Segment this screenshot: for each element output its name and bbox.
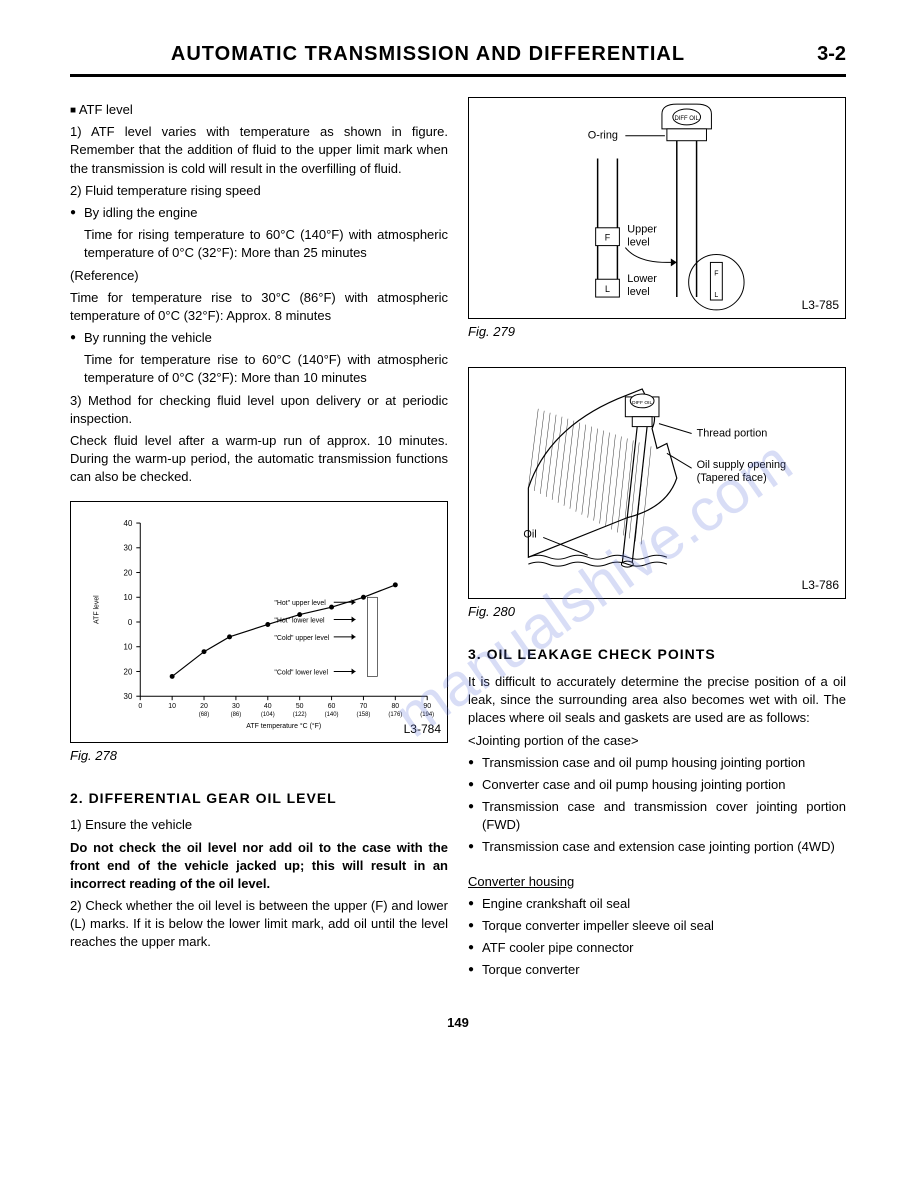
svg-text:20: 20: [124, 568, 133, 577]
svg-text:(176): (176): [388, 712, 402, 718]
bullet-idling: By idling the engine: [70, 204, 448, 222]
svg-text:"Hot" lower level: "Hot" lower level: [274, 617, 325, 624]
list-item: Transmission case and transmission cover…: [468, 798, 846, 834]
svg-text:90: 90: [423, 703, 431, 710]
bullet-running: By running the vehicle: [70, 329, 448, 347]
fig279-code: L3-785: [802, 297, 839, 314]
svg-text:0: 0: [138, 703, 142, 710]
list-item: Torque converter: [468, 961, 846, 979]
para-4: Check fluid level after a warm-up run of…: [70, 432, 448, 487]
fig280-code: L3-786: [802, 577, 839, 594]
svg-text:70: 70: [360, 703, 368, 710]
converter-list: Engine crankshaft oil seal Torque convert…: [468, 895, 846, 980]
chart-278: 40 30 20 10 0 10 20 30 0 10 20 (68) 30 (86) 40 (104) 50 (…: [71, 502, 447, 742]
sec2-step2: 2) Check whether the oil level is betwee…: [70, 897, 448, 952]
list-item: Torque converter impeller sleeve oil sea…: [468, 917, 846, 935]
section3-title: 3. OIL LEAKAGE CHECK POINTS: [468, 645, 846, 665]
converter-heading: Converter housing: [468, 873, 846, 891]
svg-text:Thread portion: Thread portion: [697, 428, 768, 440]
svg-text:Oil supply opening: Oil supply opening: [697, 459, 786, 471]
bullet-idling-text: Time for rising temperature to 60°C (140…: [70, 226, 448, 262]
svg-text:(Tapered face): (Tapered face): [697, 472, 767, 484]
header-page-ref: 3-2: [786, 40, 846, 68]
svg-text:L: L: [605, 284, 610, 294]
svg-text:40: 40: [124, 519, 133, 528]
fig279-box: DIFF OILO-ringFLUpperlevelLowerlevelFL L…: [468, 97, 846, 319]
joint-heading: <Jointing portion of the case>: [468, 732, 846, 750]
diagram-279: DIFF OILO-ringFLUpperlevelLowerlevelFL: [469, 98, 845, 318]
svg-text:10: 10: [168, 703, 176, 710]
list-item: ATF cooler pipe connector: [468, 939, 846, 957]
svg-text:level: level: [627, 286, 649, 298]
para-3: 3) Method for checking fluid level upon …: [70, 392, 448, 428]
svg-text:(194): (194): [420, 712, 434, 718]
svg-text:40: 40: [264, 703, 272, 710]
svg-text:50: 50: [296, 703, 304, 710]
svg-text:ATF temperature °C (°F): ATF temperature °C (°F): [246, 721, 321, 729]
svg-text:level: level: [627, 237, 649, 249]
fig280-box: DIFF OIL Thread portion Oil supply opening…: [468, 367, 846, 599]
reference-text: Time for temperature rise to 30°C (86°F)…: [70, 289, 448, 325]
para-2: 2) Fluid temperature rising speed: [70, 182, 448, 200]
svg-text:"Cold" upper level: "Cold" upper level: [274, 634, 329, 641]
reference-label: (Reference): [70, 267, 448, 285]
svg-text:L: L: [714, 292, 718, 299]
list-item: Transmission case and extension case joi…: [468, 838, 846, 856]
sec2-warning: Do not check the oil level nor add oil t…: [70, 839, 448, 894]
svg-text:DIFF OIL: DIFF OIL: [675, 116, 700, 122]
svg-text:(104): (104): [261, 712, 275, 718]
bullet-running-text: Time for temperature rise to 60°C (140°F…: [70, 351, 448, 387]
sec3-intro: It is difficult to accurately determine …: [468, 673, 846, 728]
svg-text:Lower: Lower: [627, 273, 657, 285]
svg-text:ATF level: ATF level: [94, 594, 101, 623]
svg-text:30: 30: [124, 692, 133, 701]
section2-title: 2. DIFFERENTIAL GEAR OIL LEVEL: [70, 789, 448, 809]
left-column: ATF level 1) ATF level varies with tempe…: [70, 97, 448, 984]
fig279-caption: Fig. 279: [468, 323, 846, 341]
list-item: Transmission case and oil pump housing j…: [468, 754, 846, 772]
svg-text:20: 20: [124, 667, 133, 676]
svg-text:(68): (68): [199, 712, 210, 718]
page-footer: 149: [70, 1014, 846, 1032]
svg-text:O-ring: O-ring: [588, 130, 618, 142]
fig278-caption: Fig. 278: [70, 747, 448, 765]
svg-text:(158): (158): [357, 712, 371, 718]
fig278-box: 40 30 20 10 0 10 20 30 0 10 20 (68) 30 (86) 40 (104) 50 (…: [70, 501, 448, 743]
header-title: AUTOMATIC TRANSMISSION AND DIFFERENTIAL: [70, 40, 786, 68]
joint-list: Transmission case and oil pump housing j…: [468, 754, 846, 857]
svg-text:DIFF OIL: DIFF OIL: [632, 400, 653, 406]
svg-text:(122): (122): [293, 712, 307, 718]
list-item: Converter case and oil pump housing join…: [468, 776, 846, 794]
svg-text:Upper: Upper: [627, 224, 657, 236]
diagram-280: DIFF OIL Thread portion Oil supply opening…: [469, 368, 845, 598]
atf-heading: ATF level: [70, 101, 448, 119]
page-header: AUTOMATIC TRANSMISSION AND DIFFERENTIAL …: [70, 40, 846, 77]
right-column: DIFF OILO-ringFLUpperlevelLowerlevelFL L…: [468, 97, 846, 984]
svg-text:"Cold" lower level: "Cold" lower level: [274, 669, 328, 676]
svg-text:"Hot" upper level: "Hot" upper level: [274, 600, 326, 607]
svg-text:10: 10: [124, 593, 133, 602]
svg-text:30: 30: [124, 543, 133, 552]
svg-text:Oil: Oil: [523, 529, 536, 541]
sec2-step1: 1) Ensure the vehicle: [70, 816, 448, 834]
svg-text:(86): (86): [231, 712, 242, 718]
svg-text:10: 10: [124, 642, 133, 651]
svg-text:F: F: [605, 233, 611, 243]
list-item: Engine crankshaft oil seal: [468, 895, 846, 913]
svg-text:80: 80: [391, 703, 399, 710]
para-1: 1) ATF level varies with temperature as …: [70, 123, 448, 178]
svg-text:F: F: [714, 270, 718, 277]
svg-text:20: 20: [200, 703, 208, 710]
svg-text:(140): (140): [325, 712, 339, 718]
svg-text:0: 0: [128, 618, 133, 627]
svg-text:60: 60: [328, 703, 336, 710]
svg-text:30: 30: [232, 703, 240, 710]
fig278-code: L3-784: [404, 721, 441, 738]
fig280-caption: Fig. 280: [468, 603, 846, 621]
